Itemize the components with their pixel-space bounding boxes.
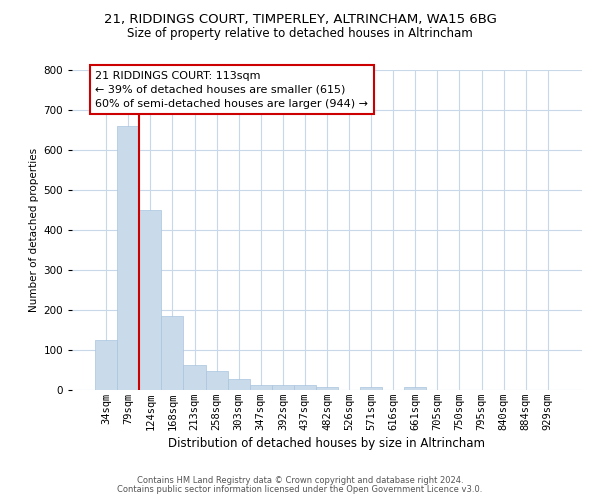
Text: Contains HM Land Registry data © Crown copyright and database right 2024.: Contains HM Land Registry data © Crown c…: [137, 476, 463, 485]
Text: Size of property relative to detached houses in Altrincham: Size of property relative to detached ho…: [127, 28, 473, 40]
Bar: [161, 316, 184, 390]
Bar: [184, 365, 206, 390]
Bar: [250, 385, 272, 390]
Bar: [272, 385, 294, 390]
Bar: [139, 210, 161, 390]
X-axis label: Distribution of detached houses by size in Altrincham: Distribution of detached houses by size …: [169, 437, 485, 450]
Bar: [404, 387, 427, 390]
Bar: [206, 371, 227, 390]
Text: Contains public sector information licensed under the Open Government Licence v3: Contains public sector information licen…: [118, 485, 482, 494]
Y-axis label: Number of detached properties: Number of detached properties: [29, 148, 39, 312]
Bar: [294, 385, 316, 390]
Bar: [95, 340, 117, 390]
Bar: [117, 126, 139, 390]
Bar: [360, 387, 382, 390]
Bar: [227, 379, 250, 390]
Bar: [316, 387, 338, 390]
Text: 21, RIDDINGS COURT, TIMPERLEY, ALTRINCHAM, WA15 6BG: 21, RIDDINGS COURT, TIMPERLEY, ALTRINCHA…: [104, 12, 496, 26]
Text: 21 RIDDINGS COURT: 113sqm
← 39% of detached houses are smaller (615)
60% of semi: 21 RIDDINGS COURT: 113sqm ← 39% of detac…: [95, 71, 368, 109]
